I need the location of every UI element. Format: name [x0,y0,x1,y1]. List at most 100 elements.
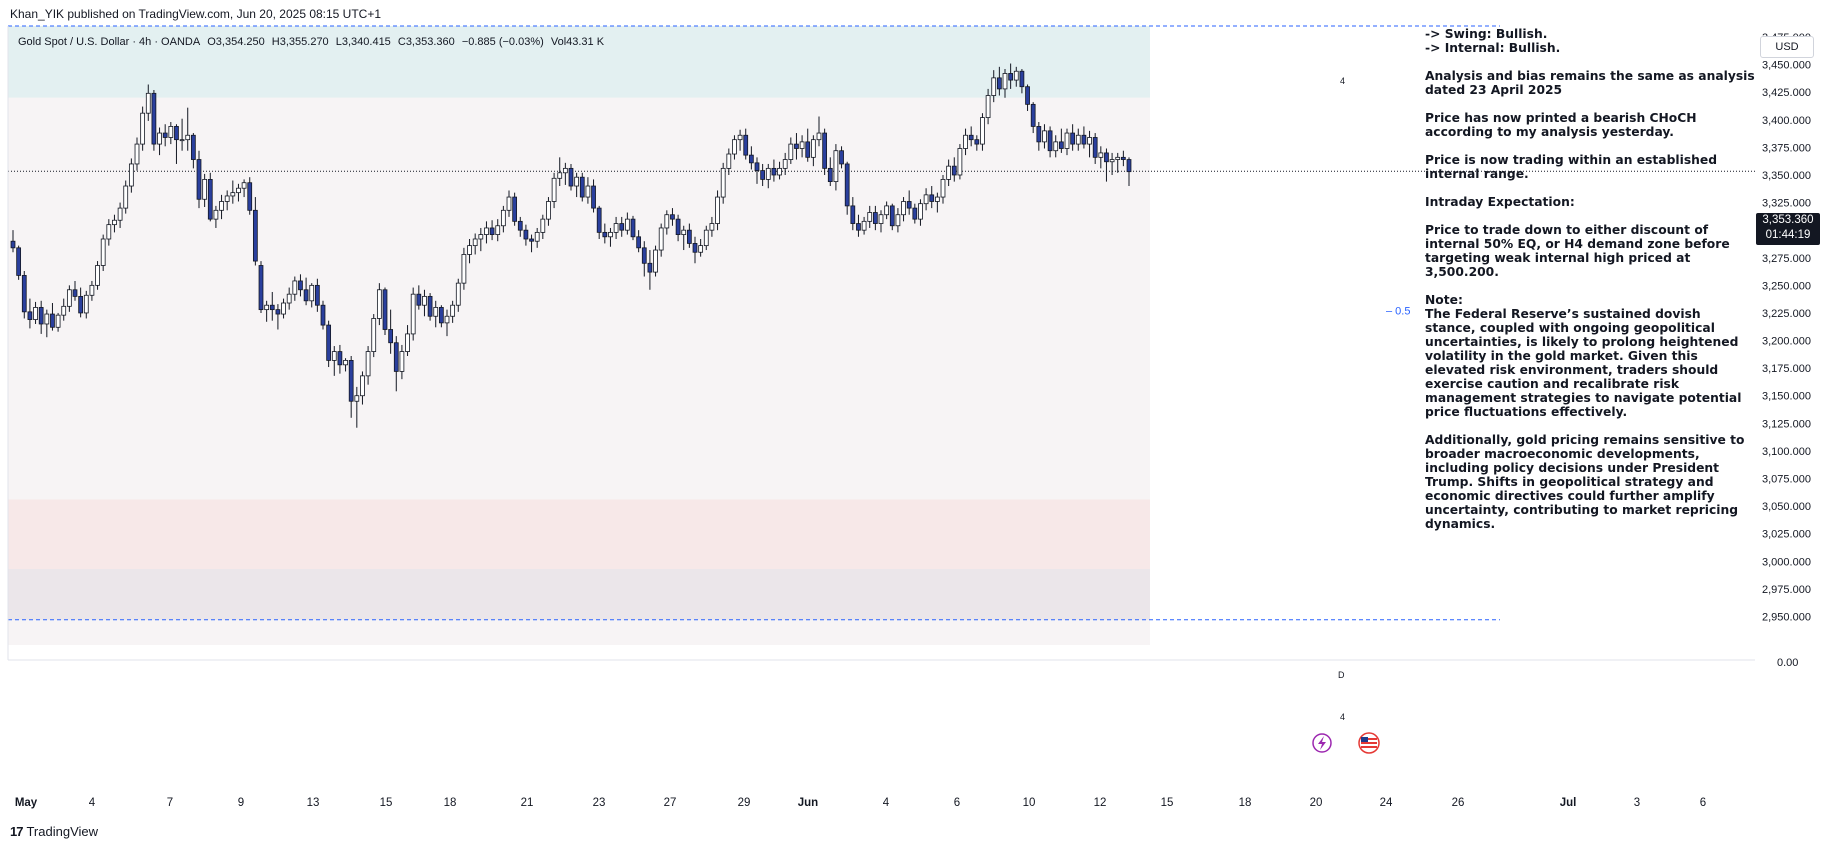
candle-body [991,77,997,96]
candle-body [546,201,551,220]
candle-body [1120,156,1126,160]
candle-body [309,284,315,302]
high-value: H3,355.270 [271,36,329,48]
candle-body [314,284,320,306]
candle [517,216,523,237]
price-tick-label: 3,400.000 [1762,115,1811,127]
tradingview-brand[interactable]: 17 TradingView [10,824,98,839]
candle-body [185,134,191,141]
candle-body [996,77,1002,90]
candle-body [145,92,151,114]
time-tick-label: 21 [521,797,534,809]
candle [675,214,681,242]
candle-body [224,195,230,202]
candle-body [906,201,912,209]
candle [500,205,506,233]
candle [929,186,935,209]
candle-body [450,304,456,317]
candle [140,106,146,151]
candle-body [72,289,78,297]
candle-body [985,95,991,119]
candle-body [844,163,850,207]
candle-body [484,227,489,235]
zone-timeframe-label: 4 [1340,712,1345,722]
time-axis[interactable]: May 4 7 9 13 15 18 21 23 27 29 Jun 4 6 10 12 15 18 20 24 26 J… [15,797,1706,809]
price-tick-label: 3,050.000 [1762,501,1811,513]
candle [247,177,253,215]
close-value: C3,353.360 [397,36,455,48]
candle-body [376,289,382,319]
candle-body [822,132,828,169]
candle [89,280,95,301]
symbol-name[interactable]: Gold Spot / U.S. Dollar · 4h · OANDA [18,36,201,48]
candle-body [162,132,168,138]
candle-body [557,172,563,179]
candle [1025,84,1030,111]
time-tick-label: 29 [738,797,751,809]
candle-body [878,214,884,224]
price-tick-label: 3,075.000 [1762,473,1811,485]
candle [568,163,574,191]
candle-body [613,223,619,233]
candle-body [269,304,275,311]
zone-markers: 4 D 4 [1312,76,1380,754]
change-value: −0.885 (−0.03%) [461,36,544,48]
candle [748,146,754,170]
currency-button[interactable]: USD [1760,36,1814,58]
candle [692,236,698,264]
us-flag-icon[interactable] [1358,732,1380,754]
candle-body [782,159,788,169]
price-tick-label: 3,000.000 [1762,556,1811,568]
candle-body [630,218,636,238]
candle [743,128,749,160]
candle [771,159,777,182]
candle-body [1104,152,1109,163]
candle [489,220,495,241]
candle-body [895,214,901,227]
lightning-icon[interactable] [1312,733,1332,753]
candle [33,301,38,324]
candle-body [901,201,906,216]
candle [168,122,174,145]
candle-body [1075,134,1081,145]
note-choch: Price has now printed a bearish CHoCH ac… [1425,111,1697,139]
candle [833,144,839,191]
candle [895,208,901,233]
price-tick-label: 3,250.000 [1762,280,1811,292]
last-price-label: 3,353.360 01:44:19 [1756,213,1820,245]
candle [1087,130,1092,158]
candle-body [241,182,247,189]
candle-body [1092,137,1098,158]
candle [827,157,833,187]
candle-body [236,187,241,194]
low-value: L3,340.415 [335,36,391,48]
price-axis[interactable]: 3,475.0003,450.0003,425.0003,400.0003,37… [1762,32,1811,669]
candle-body [579,176,585,198]
candle [450,300,456,323]
candle [157,127,162,156]
candle-body [393,342,399,372]
candle-body [196,159,202,200]
candle-body [771,167,777,176]
candle [354,386,360,428]
candle [1092,133,1098,164]
candle-body [382,289,388,330]
candle-body [427,295,433,317]
candle-body [157,132,162,145]
price-tick-label: 3,225.000 [1762,308,1811,320]
candle [670,208,675,226]
candle-body [512,196,518,222]
candle [523,224,529,246]
candle-body [66,289,72,307]
time-tick-label: Jun [798,797,818,809]
candle-body [128,163,134,187]
candle [557,157,563,187]
candle-body [416,293,422,306]
time-tick-label: 15 [380,797,393,809]
candle [298,274,303,297]
candle-body [839,150,844,165]
candle-body [213,209,219,220]
candle [794,133,799,160]
candle-body [230,192,236,197]
